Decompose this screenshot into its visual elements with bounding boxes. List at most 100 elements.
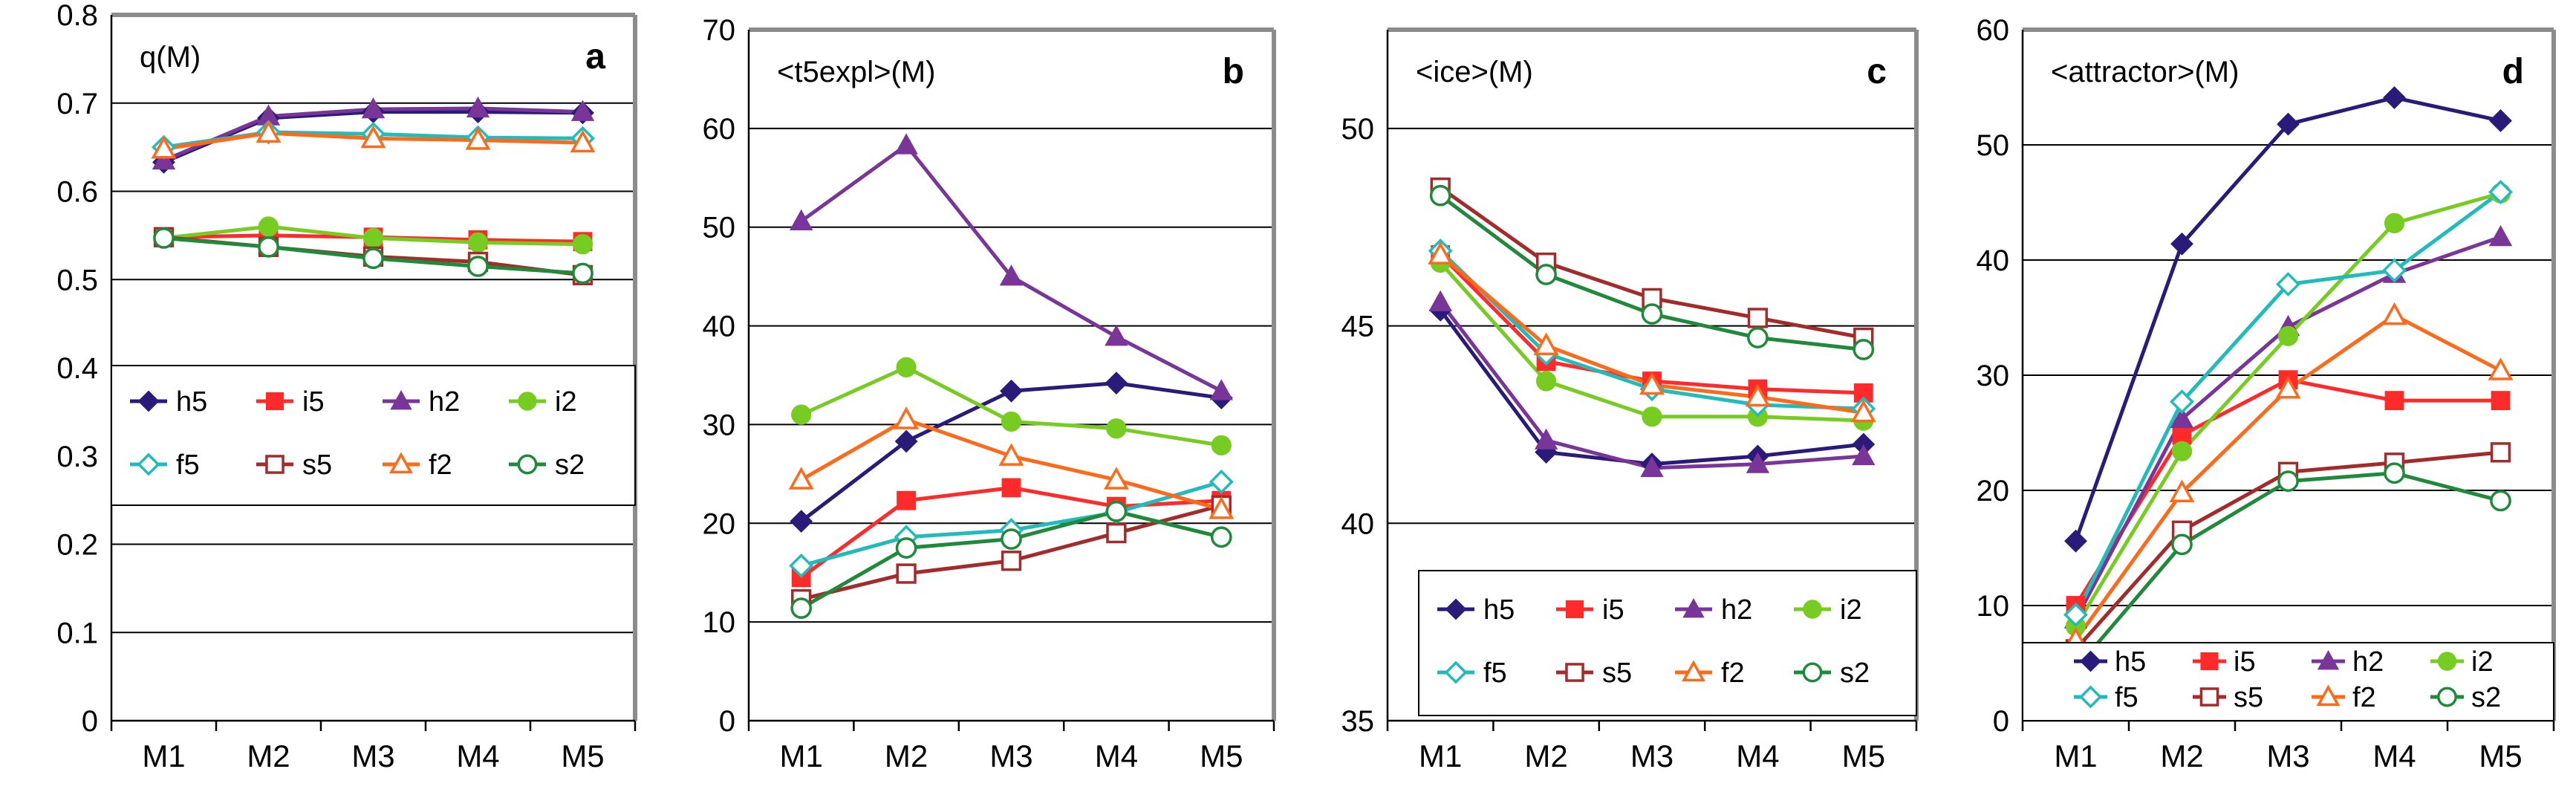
- legend-marker-h5: [2080, 650, 2101, 672]
- legend-label-i5: i5: [302, 386, 325, 418]
- legend-label-s2: s2: [555, 450, 585, 481]
- panel-title: q(M): [140, 41, 201, 74]
- data-point-i2: [1642, 406, 1662, 427]
- data-point-s2: [790, 597, 813, 619]
- data-point-i5: [1001, 478, 1021, 498]
- legend-marker-f5: [1444, 661, 1468, 684]
- y-tick-label: 35: [1341, 705, 1375, 738]
- data-point-f2: [2488, 357, 2514, 380]
- y-tick-label: 45: [1341, 311, 1375, 343]
- panel-title: <ice>(M): [1416, 56, 1533, 88]
- x-tick-label: M1: [780, 739, 823, 773]
- legend-marker-i2: [2437, 652, 2457, 671]
- data-point-f2: [1428, 241, 1454, 265]
- data-point-h2: [1428, 290, 1452, 311]
- data-point-s2: [258, 236, 279, 258]
- data-point-f2: [788, 467, 814, 490]
- data-point-i2: [467, 232, 489, 253]
- panel-title: <attractor>(M): [2051, 56, 2239, 88]
- legend-box: [111, 365, 636, 506]
- x-tick-label: M3: [351, 739, 394, 773]
- legend-label-i5: i5: [1602, 594, 1624, 626]
- legend-marker-i2: [518, 392, 537, 411]
- x-tick-label: M1: [1419, 739, 1462, 773]
- data-point-h5: [2064, 529, 2087, 553]
- legend-label-f2: f2: [429, 450, 452, 481]
- data-point-h2: [570, 100, 595, 121]
- data-point-s2: [1535, 264, 1557, 285]
- y-tick-label: 50: [1977, 129, 2010, 162]
- data-point-s2: [153, 227, 175, 249]
- data-point-i2: [572, 234, 593, 255]
- x-tick-label: M2: [1524, 739, 1567, 773]
- legend-label-s2: s2: [2471, 682, 2501, 713]
- data-point-f2: [465, 127, 491, 150]
- legend-box: [2022, 642, 2554, 721]
- panel-letter: a: [585, 37, 605, 77]
- data-point-h2: [466, 96, 490, 118]
- legend-label-s5: s5: [1602, 658, 1632, 689]
- y-tick-label: 0.3: [56, 441, 98, 473]
- y-tick-label: 30: [1977, 360, 2010, 392]
- chart-panel-b: 0 10 20 30 40 50 60 70 M1 M2 M3 M4 M5 <t5expl>(M) b: [703, 14, 1276, 773]
- series-line-i2: [800, 365, 1222, 447]
- legend-marker-h5: [1445, 598, 1467, 620]
- data-point-s5: [1747, 308, 1769, 328]
- data-point-f2: [1209, 496, 1235, 519]
- data-point-i5: [2491, 391, 2511, 411]
- data-point-s2: [1001, 528, 1022, 550]
- data-point-i2: [2171, 441, 2193, 461]
- legend-label-i2: i2: [2471, 646, 2494, 678]
- data-point-f2: [894, 406, 920, 429]
- data-point-s5: [896, 563, 917, 584]
- legend-marker-s5: [265, 455, 284, 474]
- legend-label-i2: i2: [555, 386, 577, 418]
- legend-marker-i5: [265, 392, 284, 411]
- chart-panel-a: 0 0.1 0.2 0.3 0.4 0.5 0.6 0.7 0.8 M1 M2 M3 M4 M5 q(M) a…: [56, 0, 637, 773]
- legend-label-h2: h2: [2352, 646, 2384, 678]
- data-point-h5: [894, 429, 918, 453]
- x-tick-label: M3: [1630, 739, 1674, 773]
- panel-letter: b: [1223, 52, 1244, 91]
- x-tick-label: M2: [2160, 739, 2203, 773]
- data-point-i2: [362, 227, 384, 249]
- data-point-h2: [1105, 325, 1128, 346]
- data-point-s2: [1105, 500, 1128, 522]
- legend-label-i2: i2: [1840, 594, 1862, 626]
- chart-panel-c: 35 40 45 50 M1 M2 M3 M4 M5 <ice>(M) c h5 i5 h2 i2 f5 s5 f…: [1341, 27, 1919, 773]
- y-tick-label: 40: [1977, 244, 2010, 277]
- legend-label-s5: s5: [302, 450, 332, 481]
- legend-marker-s2: [2437, 687, 2457, 707]
- data-point-s2: [1210, 526, 1232, 548]
- chart-panel-d: 0 10 20 30 40 50 60 M1 M2 M3 M4 M5 <attractor>(M) d h5…: [1977, 14, 2556, 773]
- data-point-i2: [1001, 411, 1022, 432]
- data-point-h2: [2488, 224, 2513, 247]
- legend-marker-i5: [1565, 600, 1584, 619]
- legend-marker-f2: [1682, 660, 1705, 682]
- series-group: [2063, 86, 2514, 680]
- legend-marker-f5: [137, 452, 160, 476]
- x-tick-label: M3: [989, 739, 1032, 773]
- y-tick-label: 50: [703, 212, 736, 244]
- legend-label-h5: h5: [2115, 646, 2146, 678]
- data-point-s5: [1001, 551, 1022, 571]
- data-point-i2: [258, 216, 279, 237]
- legend-marker-i2: [1803, 600, 1822, 619]
- y-tick-label: 30: [703, 409, 736, 441]
- legend-box: [1418, 570, 1917, 716]
- legend-marker-f5: [2079, 685, 2102, 709]
- data-point-f2: [1639, 371, 1665, 395]
- x-tick-label: M4: [1736, 739, 1779, 773]
- panel-title: <t5expl>(M): [777, 56, 935, 88]
- data-point-h5: [790, 510, 813, 533]
- data-point-i5: [2384, 391, 2404, 411]
- y-tick-label: 0.2: [56, 529, 98, 562]
- data-point-f5: [2488, 180, 2513, 205]
- panel-letter: d: [2502, 52, 2524, 91]
- legend-marker-h2: [2317, 649, 2340, 670]
- data-point-f2: [2275, 375, 2301, 399]
- data-point-h2: [1852, 444, 1876, 466]
- x-tick-label: M3: [2266, 739, 2309, 773]
- y-tick-label: 20: [1977, 475, 2010, 507]
- data-point-i2: [791, 404, 812, 425]
